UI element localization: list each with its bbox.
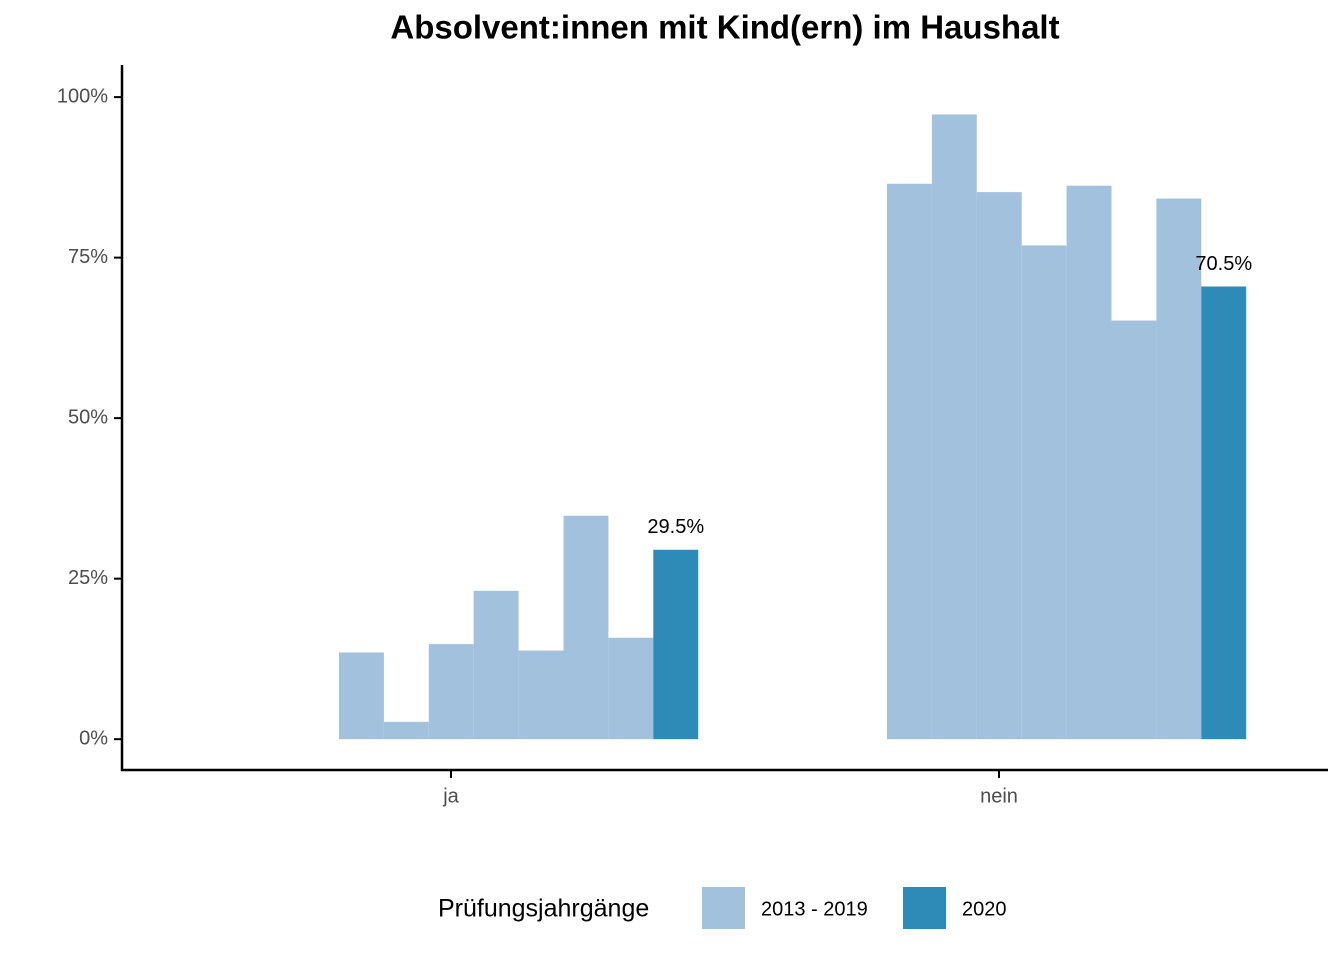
bar	[339, 652, 384, 740]
y-tick-label: 75%	[68, 246, 108, 268]
y-tick-label: 50%	[68, 406, 108, 428]
bar	[563, 515, 609, 740]
x-tick-label: nein	[980, 785, 1018, 807]
legend-label: 2013 - 2019	[761, 898, 868, 920]
y-tick-label: 25%	[68, 567, 108, 589]
bar	[1021, 245, 1067, 740]
bar	[1156, 198, 1202, 740]
chart-title: Absolvent:innen mit Kind(ern) im Haushal…	[390, 9, 1059, 46]
bar	[976, 192, 1022, 740]
bar	[608, 637, 654, 740]
y-tick-label: 0%	[79, 727, 108, 749]
bar	[1066, 185, 1112, 740]
bar	[653, 549, 699, 740]
value-label: 70.5%	[1195, 253, 1252, 275]
x-tick-label: ja	[442, 785, 459, 807]
bar	[383, 721, 429, 740]
bar	[887, 183, 932, 740]
y-tick-label: 100%	[57, 85, 108, 107]
bar	[473, 590, 519, 740]
legend-key	[702, 887, 745, 929]
bar	[428, 644, 474, 740]
bar	[931, 114, 977, 740]
legend-key	[903, 887, 946, 929]
bar	[518, 650, 564, 740]
bar	[1111, 320, 1157, 740]
legend-label: 2020	[962, 898, 1007, 920]
bar	[1201, 286, 1247, 740]
legend-title: Prüfungsjahrgänge	[438, 895, 649, 923]
value-label: 29.5%	[647, 516, 704, 538]
